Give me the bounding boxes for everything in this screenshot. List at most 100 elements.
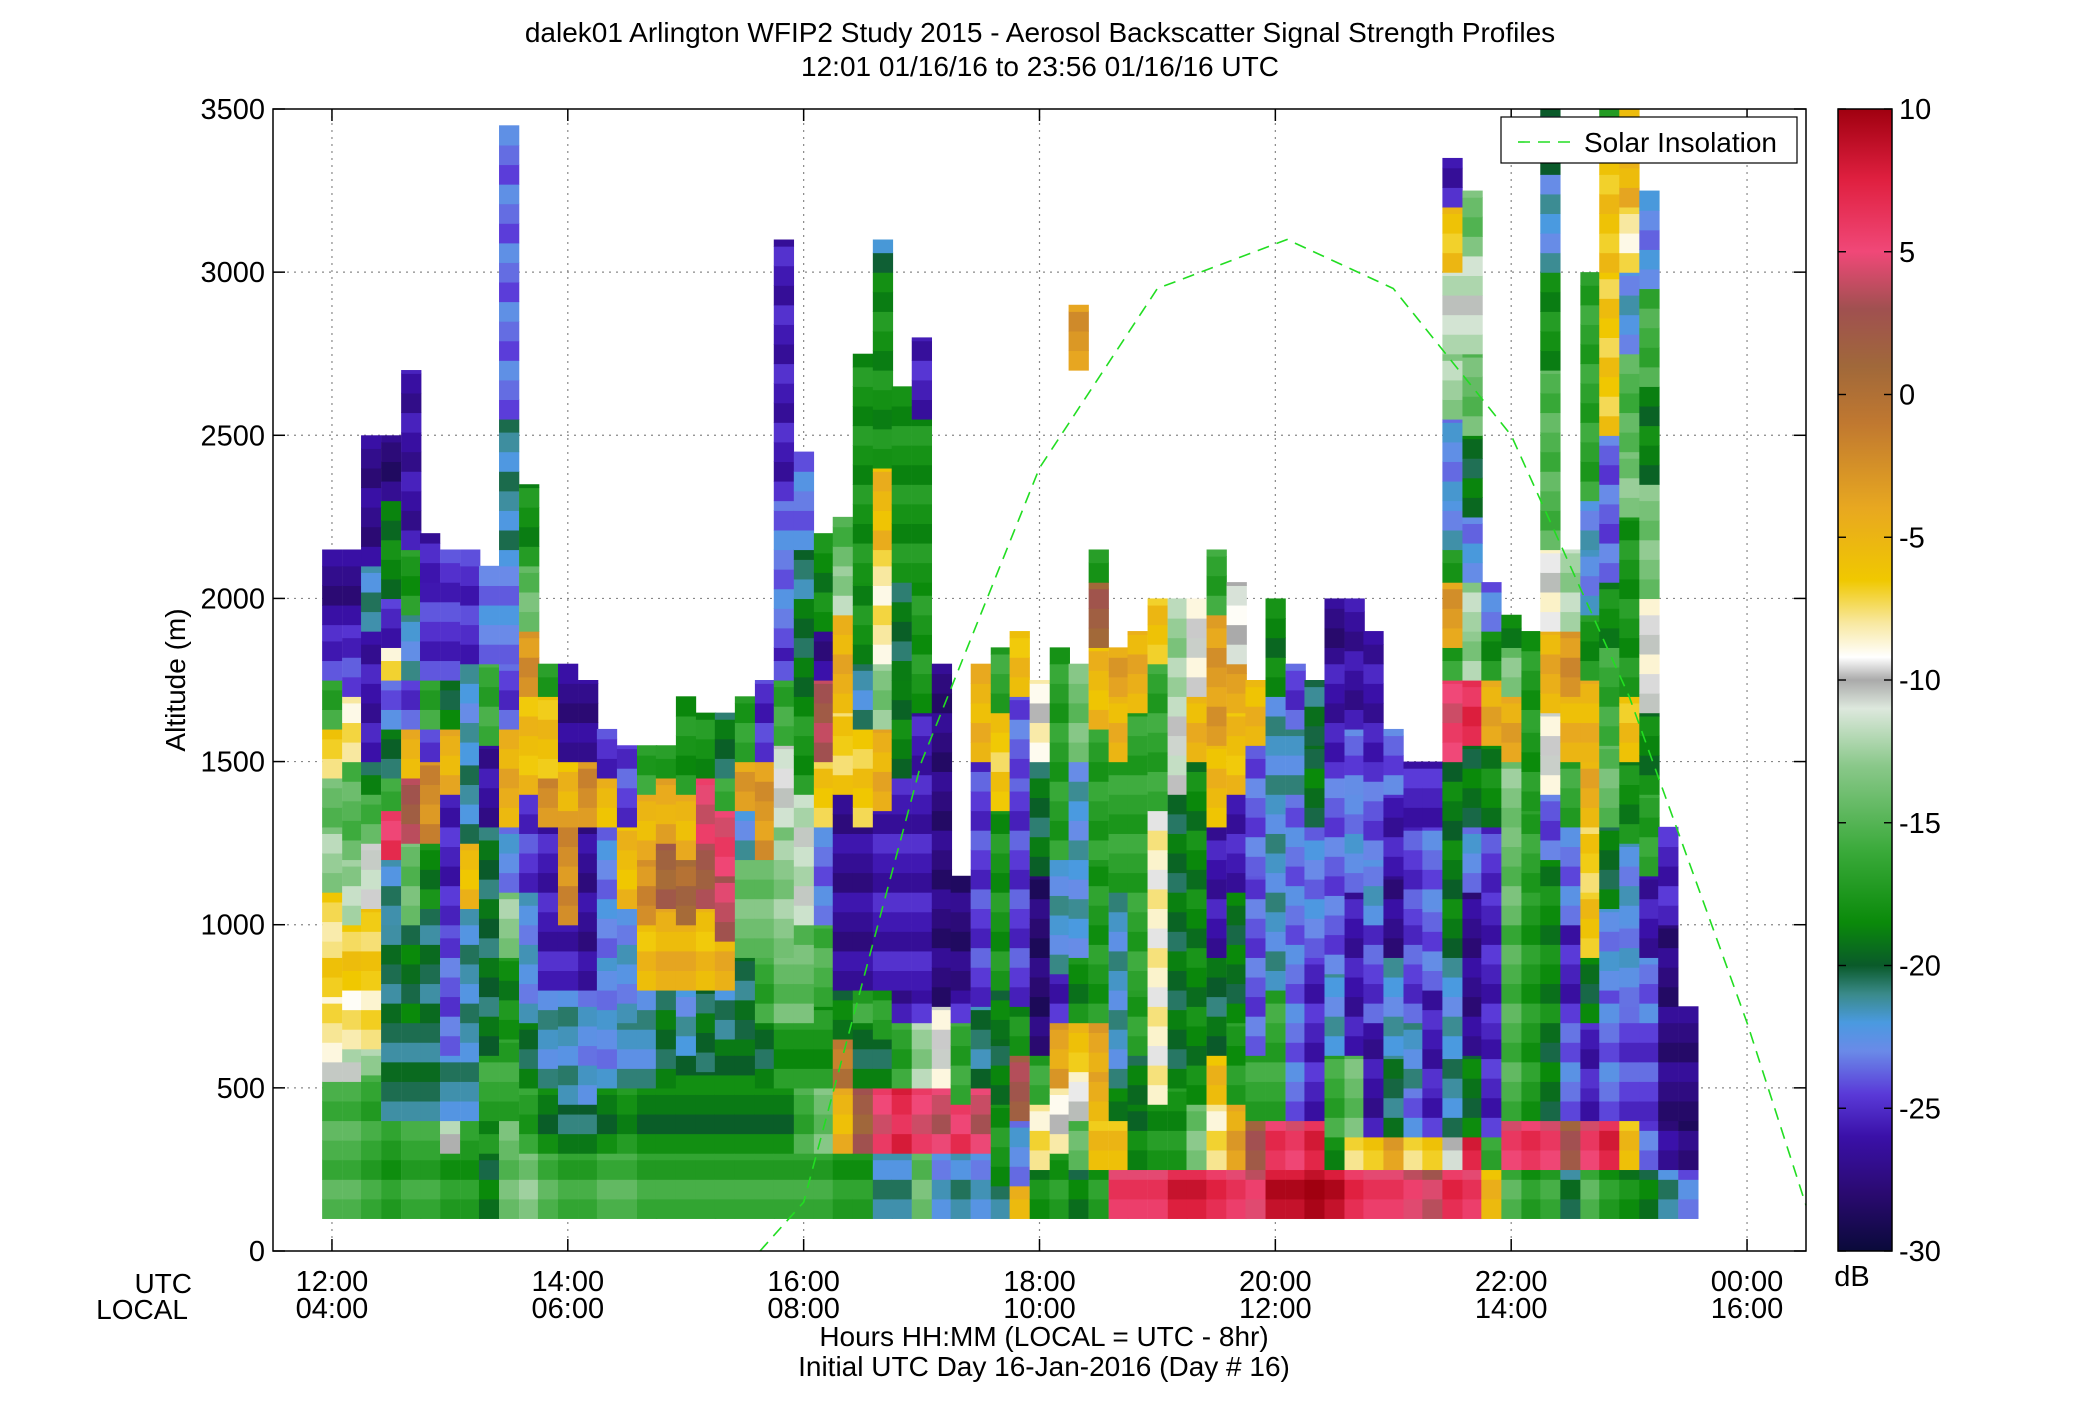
- heatmap-cell: [1540, 983, 1561, 1004]
- heatmap-cell: [519, 1133, 540, 1154]
- heatmap-cell: [1442, 1055, 1463, 1060]
- heatmap-cell: [931, 751, 953, 772]
- heatmap-cell: [1226, 1045, 1247, 1066]
- heatmap-cell: [734, 790, 756, 812]
- heatmap-cell: [773, 627, 795, 648]
- heatmap-cell: [1363, 1179, 1384, 1200]
- heatmap-cell: [773, 1159, 795, 1180]
- heatmap-cell: [1540, 631, 1561, 635]
- heatmap-cell: [931, 732, 953, 753]
- heatmap-cell: [440, 924, 461, 939]
- heatmap-cell: [1344, 1117, 1365, 1138]
- heatmap-cell: [754, 1094, 776, 1115]
- heatmap-cell: [1403, 768, 1424, 789]
- heatmap-cell: [1481, 631, 1502, 642]
- heatmap-cell: [478, 807, 500, 828]
- heatmap-cell: [578, 911, 599, 932]
- heatmap-cell: [557, 1065, 579, 1086]
- heatmap-cell: [401, 432, 422, 453]
- heatmap-cell: [1009, 849, 1030, 870]
- heatmap-cell: [1599, 706, 1620, 727]
- heatmap-cell: [401, 556, 422, 577]
- heatmap-cell: [1580, 983, 1601, 1004]
- heatmap-cell: [891, 1133, 912, 1154]
- heatmap-cell: [891, 484, 912, 505]
- heatmap-cell: [420, 621, 441, 642]
- heatmap-cell: [1521, 1179, 1542, 1200]
- heatmap-cell: [1206, 839, 1227, 861]
- heatmap-cell: [1422, 908, 1443, 913]
- heatmap-cell: [695, 1071, 717, 1076]
- heatmap-cell: [1599, 768, 1620, 789]
- heatmap-cell: [1442, 976, 1463, 998]
- heatmap-cell: [1540, 591, 1561, 613]
- heatmap-cell: [1462, 314, 1483, 335]
- heatmap-cell: [401, 1081, 422, 1102]
- heatmap-cell: [342, 549, 363, 567]
- heatmap-cell: [1088, 627, 1109, 648]
- heatmap-cell: [891, 445, 912, 466]
- heatmap-cell: [911, 379, 933, 400]
- heatmap-cell: [1481, 1097, 1502, 1118]
- heatmap-cell: [1540, 715, 1561, 737]
- heatmap-cell: [1481, 872, 1502, 893]
- heatmap-cell: [1599, 1198, 1620, 1219]
- heatmap-cell: [1068, 1169, 1089, 1180]
- heatmap-cell: [1108, 950, 1129, 971]
- heatmap-cell: [1344, 650, 1365, 671]
- heatmap-cell: [990, 813, 1012, 834]
- heatmap-cell: [990, 673, 1012, 694]
- heatmap-cell: [381, 709, 402, 730]
- heatmap-cell: [440, 640, 461, 662]
- heatmap-cell: [440, 601, 461, 622]
- heatmap-cell: [970, 869, 991, 890]
- heatmap-cell: [1481, 924, 1502, 945]
- heatmap-cell: [813, 1179, 835, 1200]
- heatmap-cell: [1619, 676, 1640, 697]
- heatmap-cell: [1540, 755, 1561, 776]
- heatmap-cell: [1363, 924, 1384, 945]
- heatmap-cell: [557, 810, 579, 828]
- heatmap-cell: [695, 950, 717, 971]
- heatmap-cell: [793, 578, 815, 600]
- heatmap-cell: [1226, 892, 1247, 906]
- heatmap-cell: [1580, 556, 1601, 577]
- heatmap-cell: [990, 1107, 1012, 1128]
- heatmap-cell: [1147, 1198, 1168, 1219]
- heatmap-cell: [1108, 741, 1129, 763]
- heatmap-cell: [793, 826, 815, 848]
- heatmap-cell: [1147, 1045, 1168, 1066]
- heatmap-cell: [440, 689, 461, 710]
- heatmap-cell: [1442, 800, 1463, 821]
- heatmap-cell: [852, 1068, 874, 1089]
- heatmap-cell: [342, 924, 363, 932]
- heatmap-cell: [1304, 963, 1325, 985]
- heatmap-cell: [1029, 1065, 1050, 1086]
- heatmap-cell: [596, 777, 618, 789]
- heatmap-cell: [1285, 1169, 1306, 1180]
- heatmap-cell: [1442, 820, 1463, 841]
- heatmap-cell: [1068, 683, 1089, 704]
- heatmap-cell: [1167, 715, 1188, 737]
- heatmap-cell: [460, 803, 481, 825]
- heatmap-cell: [1304, 1042, 1325, 1063]
- heatmap-cell: [852, 445, 874, 466]
- heatmap-cell: [1521, 892, 1542, 906]
- heatmap-cell: [596, 1068, 618, 1089]
- heatmap-cell: [1226, 1179, 1247, 1200]
- heatmap-cell: [1206, 918, 1227, 939]
- heatmap-cell: [1619, 1042, 1640, 1063]
- heatmap-cell: [1363, 859, 1384, 867]
- heatmap-cell: [872, 1133, 894, 1154]
- heatmap-cell: [1344, 1016, 1365, 1037]
- heatmap-cell: [342, 637, 363, 658]
- heatmap-cell: [1088, 670, 1109, 691]
- heatmap-cell: [675, 696, 697, 717]
- heatmap-cell: [813, 761, 835, 769]
- heatmap-cell: [1049, 1179, 1070, 1200]
- heatmap-cell: [1540, 1130, 1561, 1151]
- heatmap-cell: [499, 360, 520, 381]
- heatmap-cell: [1127, 1179, 1148, 1200]
- heatmap-cell: [852, 1022, 874, 1030]
